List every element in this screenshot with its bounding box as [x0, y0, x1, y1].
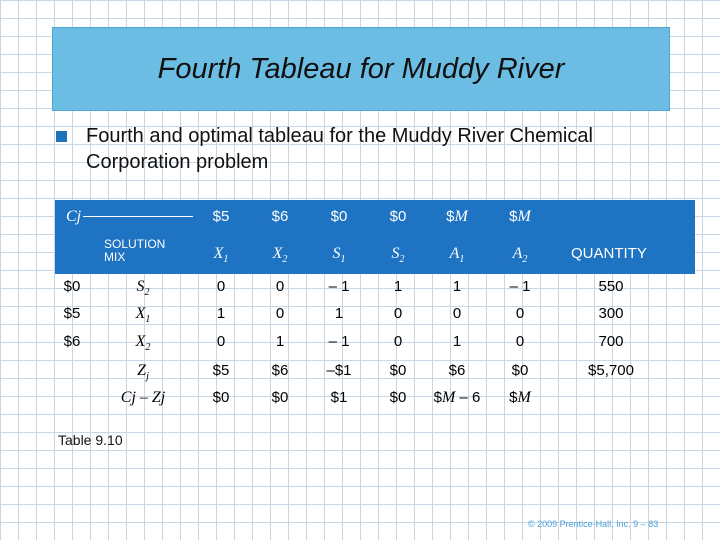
quantity-label: QUANTITY — [571, 245, 647, 262]
row-cj: $0 — [63, 278, 81, 295]
cj-value: $6 — [271, 208, 289, 225]
table-cell: 1 — [334, 305, 344, 322]
row-quantity: 700 — [598, 333, 624, 350]
table-label: Table 9.10 — [58, 432, 123, 448]
column-header: X2 — [272, 245, 288, 266]
cj-value: $0 — [330, 208, 348, 225]
header-band — [55, 200, 695, 274]
table-cell: 0 — [275, 305, 285, 322]
column-header: A1 — [449, 245, 465, 266]
table-cell: 0 — [275, 278, 285, 295]
table-cell: – 1 — [328, 333, 350, 350]
title-box: Fourth Tableau for Muddy River — [52, 27, 670, 111]
table-cell: 0 — [216, 278, 226, 295]
column-header: S1 — [332, 245, 346, 266]
cj-value: $M — [509, 208, 531, 225]
cj-zj-cell: $1 — [330, 389, 348, 406]
table-cell: – 1 — [509, 278, 531, 295]
cj-zj-cell: $0 — [389, 389, 407, 406]
row-quantity: 300 — [598, 305, 624, 322]
table-cell: – 1 — [328, 278, 350, 295]
cj-value: $M — [446, 208, 468, 225]
row-cj: $6 — [63, 333, 81, 350]
table-cell: 1 — [275, 333, 285, 350]
zj-quantity: $5,700 — [588, 362, 634, 379]
table-cell: 0 — [216, 333, 226, 350]
zj-cell: $5 — [212, 362, 230, 379]
table-cell: 1 — [216, 305, 226, 322]
cj-zj-cell: $M – 6 — [433, 389, 481, 406]
table-cell: 0 — [393, 333, 403, 350]
zj-cell: $0 — [389, 362, 407, 379]
cj-rule — [83, 216, 193, 217]
column-header: S2 — [391, 245, 405, 266]
cj-label: Cj — [66, 208, 82, 225]
cj-zj-cell: $0 — [212, 389, 230, 406]
row-mix: X2 — [135, 333, 151, 354]
bullet-text: Fourth and optimal tableau for the Muddy… — [86, 125, 593, 173]
slide-title: Fourth Tableau for Muddy River — [157, 52, 565, 85]
cj-value: $0 — [389, 208, 407, 225]
table-cell: 1 — [452, 333, 462, 350]
row-mix: S2 — [136, 278, 150, 299]
column-header: X1 — [213, 245, 229, 266]
table-cell: 0 — [393, 305, 403, 322]
cj-zj-cell: $M — [509, 389, 531, 406]
column-header: A2 — [512, 245, 528, 266]
table-cell: 0 — [452, 305, 462, 322]
cj-value: $5 — [212, 208, 230, 225]
zj-cell: $0 — [511, 362, 529, 379]
zj-cell: –$1 — [326, 362, 352, 379]
zj-label: Zj — [137, 362, 149, 383]
table-cell: 1 — [452, 278, 462, 295]
row-mix: X1 — [135, 305, 151, 326]
row-quantity: 550 — [598, 278, 624, 295]
table-cell: 0 — [515, 333, 525, 350]
cj-zj-label: Cj – Zj — [120, 389, 166, 406]
table-cell: 0 — [515, 305, 525, 322]
cj-zj-cell: $0 — [271, 389, 289, 406]
bullet-square-icon — [56, 131, 67, 142]
table-cell: 1 — [393, 278, 403, 295]
zj-cell: $6 — [448, 362, 466, 379]
row-cj: $5 — [63, 305, 81, 322]
solution-mix-label: SOLUTION MIX — [104, 237, 166, 264]
footer: © 2009 Prentice-Hall, Inc. 9 – 83 — [528, 519, 659, 529]
zj-cell: $6 — [271, 362, 289, 379]
